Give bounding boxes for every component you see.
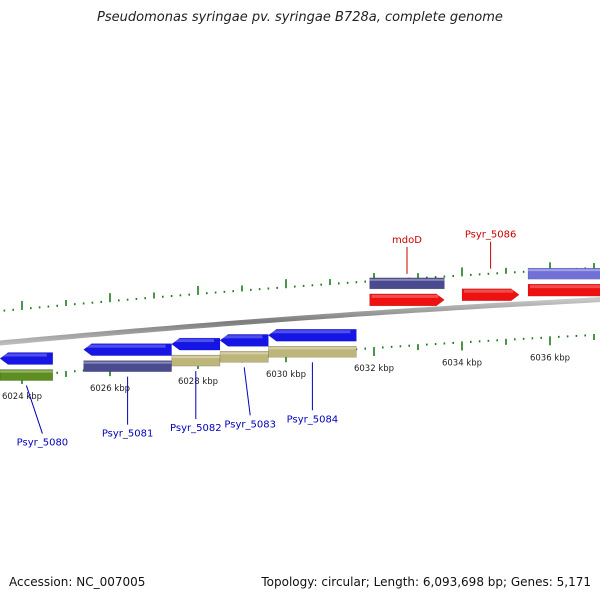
psyr_5081-gene-arrow <box>83 343 172 356</box>
cog-highlight <box>268 347 357 350</box>
cog-highlight <box>369 278 445 281</box>
psyr_5082-gene-arrow <box>171 337 221 351</box>
psyr_5083-gene-arrow <box>219 334 269 347</box>
cog-highlight <box>528 269 600 272</box>
tick-label: 6026 kbp <box>90 384 130 394</box>
tick-label: 6030 kbp <box>266 370 306 380</box>
backbone-line <box>0 297 600 346</box>
gene-highlight <box>270 330 351 334</box>
psyr_5081-cog-bar <box>83 360 172 372</box>
gene-highlight <box>2 353 47 357</box>
tick-label: 6034 kbp <box>442 358 482 368</box>
tick-label: 6024 kbp <box>2 392 42 402</box>
gene-features <box>0 267 600 381</box>
psyr_5080-label: Psyr_5080 <box>17 438 69 449</box>
gene-highlight <box>464 289 514 293</box>
mdod-cog-bar <box>369 277 445 290</box>
gene-highlight <box>85 344 166 348</box>
mdod-label: mdoD <box>392 235 422 246</box>
psyr_5086-gene-arrow <box>461 288 520 301</box>
tick-label: 6036 kbp <box>530 353 570 363</box>
psyr_5084-cog-bar <box>268 346 357 358</box>
gene-highlight <box>222 335 263 339</box>
psyr_5082-label: Psyr_5082 <box>170 423 222 434</box>
gene-highlight <box>530 285 600 289</box>
label-leader-line <box>243 367 251 416</box>
psyr_5084-gene-arrow <box>267 329 357 342</box>
psyr_5080-gene-arrow <box>0 352 54 365</box>
cog-highlight <box>171 356 220 359</box>
gene-highlight <box>371 294 439 298</box>
tick-label: 6032 kbp <box>354 364 394 374</box>
mdod-gene-arrow <box>369 293 445 307</box>
tick-marks: 6024 kbp 6026 kbp 6028 kbp 6030 kbp 6032 kbp… <box>2 262 595 402</box>
psyr_5080-cog-bar <box>0 369 54 381</box>
accession-label: Accession: NC_007005 <box>9 575 146 589</box>
map-title: Pseudomonas syringae pv. syringae B728a,… <box>97 10 503 25</box>
topology-label: Topology: circular; Length: 6,093,698 bp… <box>261 575 591 589</box>
cog-highlight <box>220 352 269 355</box>
cog-bar <box>527 267 600 280</box>
label-leader-line <box>25 385 43 434</box>
gene-labels: Psyr_5080 Psyr_5081 Psyr_5082 Psyr_5083 Psyr… <box>17 230 517 449</box>
psyr_5084-label: Psyr_5084 <box>287 414 339 425</box>
psyr_5086-label: Psyr_5086 <box>465 230 517 241</box>
psyr_5083-label: Psyr_5083 <box>224 419 276 430</box>
gene-arrow <box>527 283 600 297</box>
gene-highlight <box>173 339 214 343</box>
cog-highlight <box>0 370 53 373</box>
psyr_5081-label: Psyr_5081 <box>102 429 154 440</box>
cog-highlight <box>83 361 172 364</box>
genome-backbone <box>0 297 600 346</box>
tick-label: 6028 kbp <box>178 377 218 387</box>
